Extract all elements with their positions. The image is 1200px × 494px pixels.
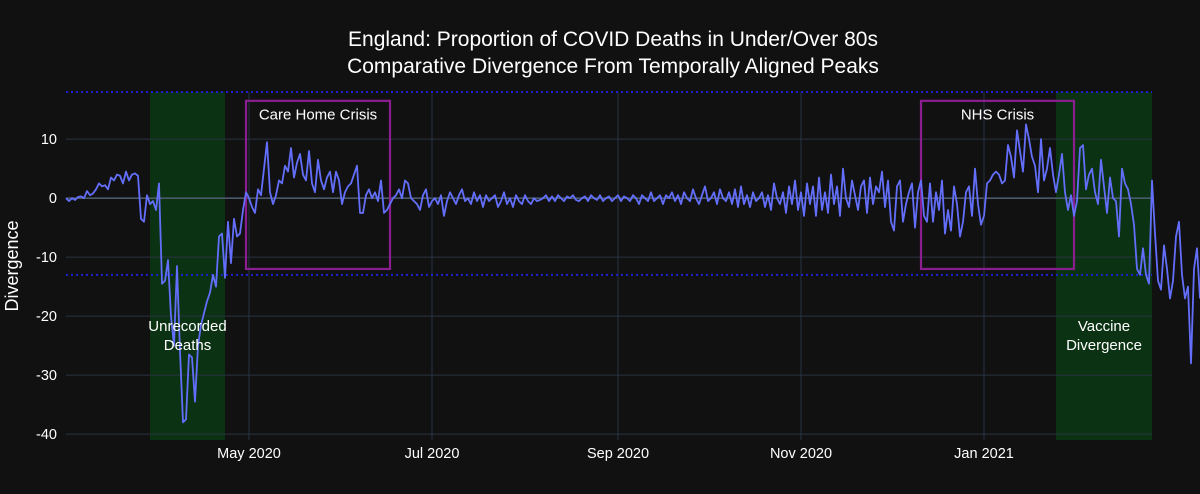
region-annotations: Unrecorded Deaths Vaccine Divergence Care Ho…: [148, 107, 1142, 354]
region-label-0-line-0: Unrecorded: [148, 318, 226, 335]
region-label-0: Unrecorded Deaths: [148, 318, 226, 354]
y-tick-label-4: -30: [36, 368, 57, 384]
x-tick-label-0: May 2020: [217, 446, 281, 462]
y-axis-ticks: 10 0 -10 -20 -30 -40: [36, 132, 57, 443]
region-label-2: Care Home Crisis: [259, 107, 377, 124]
chart-title: England: Proportion of COVID Deaths in U…: [348, 28, 878, 51]
threshold-lines: [66, 91, 1152, 276]
region-label-1-line-0: Vaccine: [1078, 318, 1130, 335]
series-lines: [65, 123, 1200, 424]
x-tick-label-1: Jul 2020: [405, 446, 460, 462]
y-tick-label-5: -40: [36, 427, 57, 443]
region-label-2-line-0: Care Home Crisis: [259, 107, 377, 124]
highlight-box-2: [244, 99, 392, 271]
y-tick-label-1: 0: [49, 191, 57, 207]
region-label-1-line-1: Divergence: [1066, 337, 1142, 354]
chart-subtitle: Comparative Divergence From Temporally A…: [347, 55, 879, 78]
region-label-0-line-1: Deaths: [164, 337, 212, 354]
y-axis-label: Divergence: [2, 220, 22, 311]
y-tick-label-2: -10: [36, 250, 57, 266]
x-axis-ticks: May 2020 Jul 2020 Sep 2020 Nov 2020 Jan 2021: [217, 446, 1014, 462]
y-tick-label-0: 10: [41, 132, 57, 148]
region-label-1: Vaccine Divergence: [1066, 318, 1142, 354]
x-tick-label-4: Jan 2021: [954, 446, 1014, 462]
series-line-0: [65, 123, 1200, 424]
region-label-3: NHS Crisis: [961, 107, 1034, 124]
region-label-3-line-0: NHS Crisis: [961, 107, 1034, 124]
y-tick-label-3: -20: [36, 309, 57, 325]
x-tick-label-3: Nov 2020: [770, 446, 832, 462]
x-tick-label-2: Sep 2020: [587, 446, 649, 462]
